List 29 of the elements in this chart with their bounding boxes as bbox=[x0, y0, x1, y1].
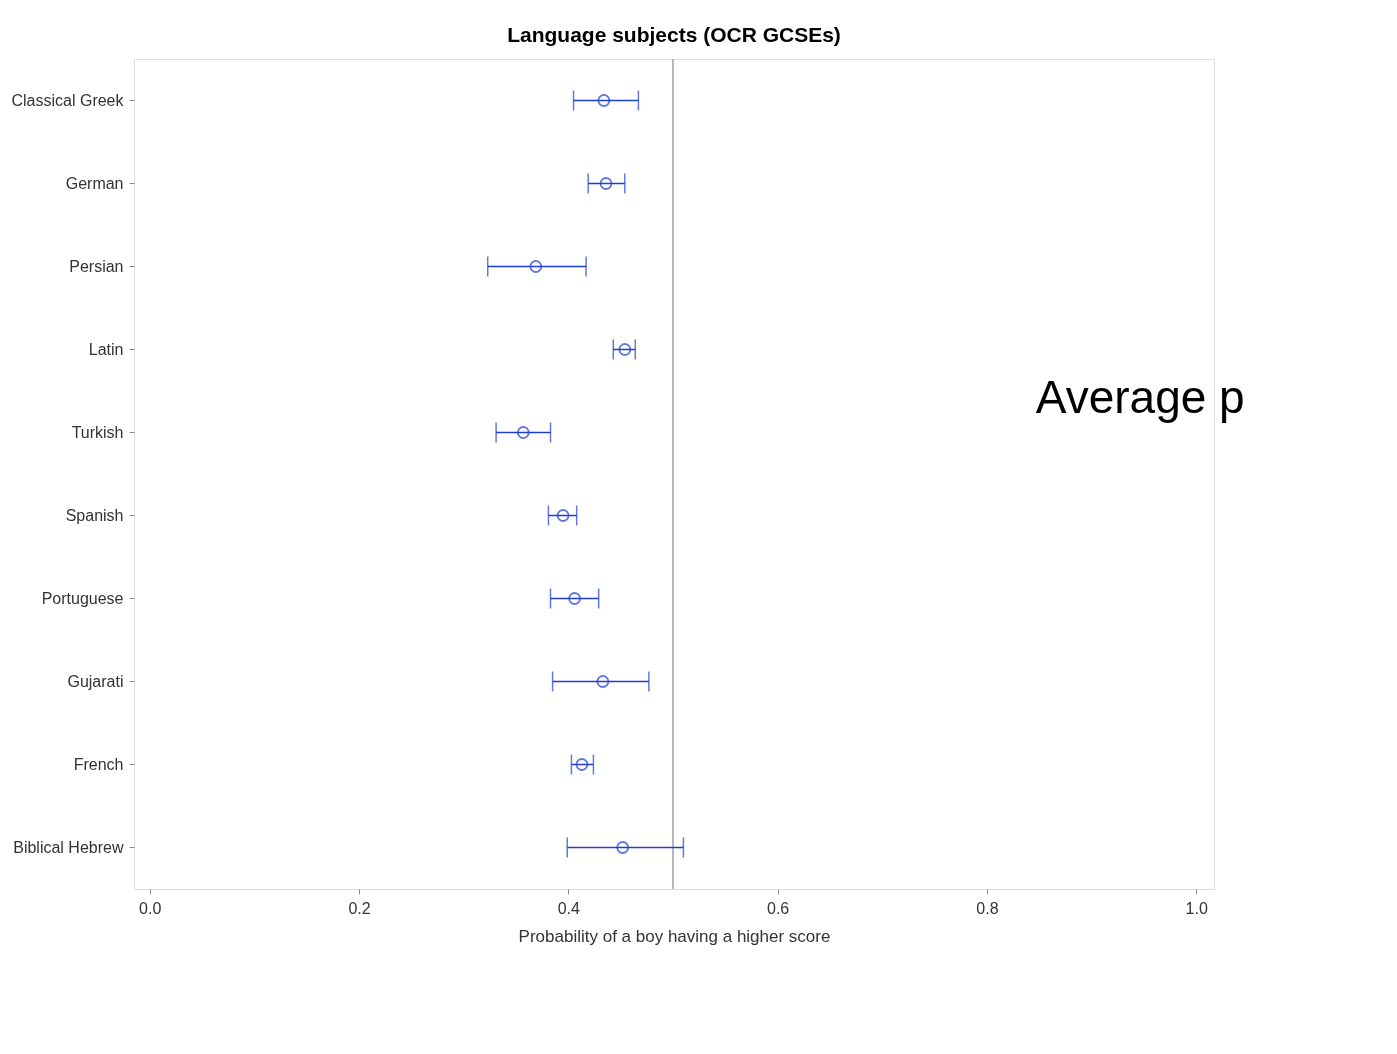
point bbox=[575, 758, 589, 771]
chart-title: Language subjects (OCR GCSEs) bbox=[507, 23, 841, 47]
x-tick-label: 0.0 bbox=[139, 899, 162, 917]
x-tick-label: 0.8 bbox=[976, 899, 999, 917]
y-tick-label: Spanish bbox=[65, 506, 124, 524]
y-tick-label: Portuguese bbox=[41, 589, 124, 607]
y-tick-label: Turkish bbox=[71, 423, 124, 441]
point bbox=[568, 592, 581, 605]
point bbox=[516, 426, 530, 439]
y-tick-label: German bbox=[65, 174, 124, 192]
x-tick-label: 1.0 bbox=[1185, 899, 1208, 917]
y-tick-label: Biblical Hebrew bbox=[13, 838, 124, 856]
y-tick-label: French bbox=[73, 755, 124, 773]
x-tick-label: 0.6 bbox=[766, 899, 790, 917]
point bbox=[556, 509, 570, 522]
point bbox=[529, 260, 543, 273]
y-tick-label: Persian bbox=[69, 257, 124, 275]
point bbox=[616, 841, 630, 854]
point bbox=[596, 675, 610, 688]
y-tick-label: Classical Greek bbox=[11, 91, 125, 109]
point bbox=[599, 177, 613, 190]
x-tick-label: 0.4 bbox=[557, 899, 581, 917]
x-tick-label: 0.2 bbox=[348, 899, 371, 917]
y-tick-label: Gujarati bbox=[67, 672, 124, 690]
x-axis-title: Probability of a boy having a higher score bbox=[518, 926, 831, 946]
point bbox=[597, 94, 611, 107]
annotation: Average p bbox=[1035, 371, 1245, 424]
point bbox=[618, 343, 632, 356]
y-tick-label: Latin bbox=[88, 340, 124, 358]
